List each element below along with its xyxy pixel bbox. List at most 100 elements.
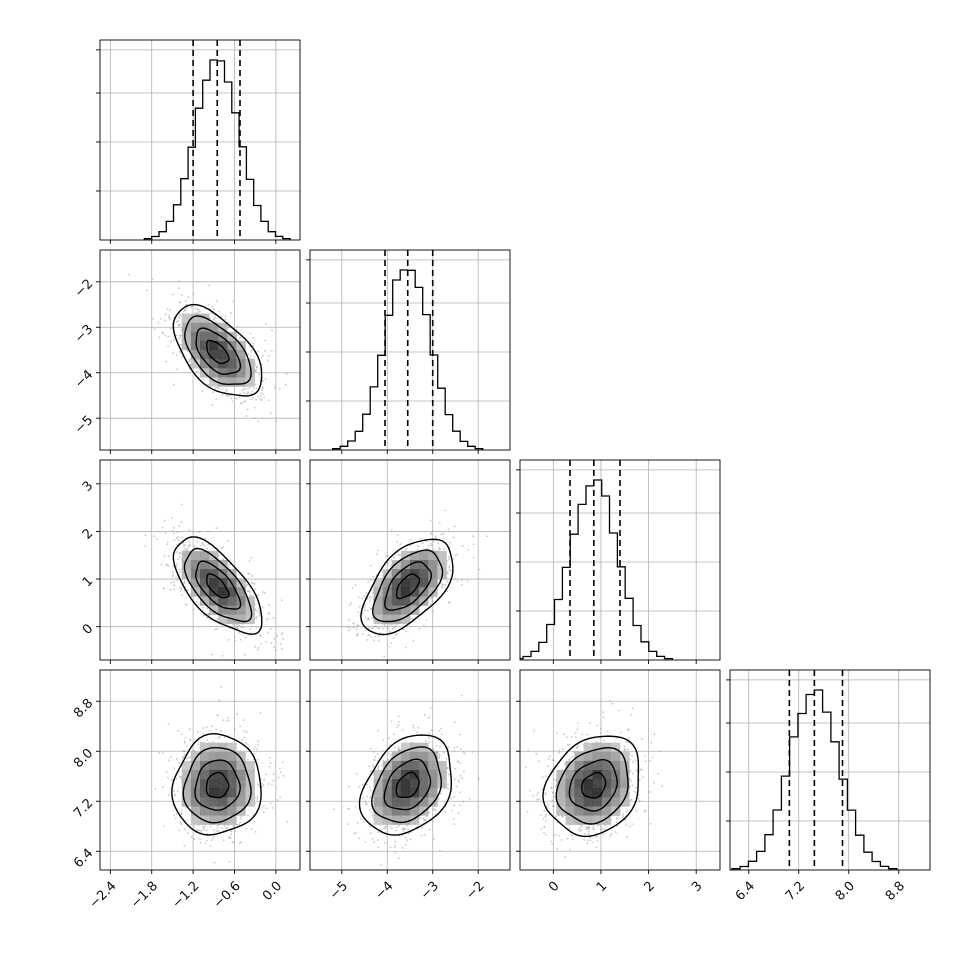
scatter-point bbox=[261, 386, 264, 389]
density-cell bbox=[391, 578, 402, 588]
scatter-point bbox=[358, 785, 361, 788]
scatter-point bbox=[203, 544, 206, 547]
scatter-point bbox=[421, 542, 424, 545]
scatter-point bbox=[405, 630, 407, 633]
scatter-point bbox=[269, 762, 272, 764]
density-cell bbox=[373, 596, 383, 606]
density-cell bbox=[236, 605, 246, 615]
density-cell bbox=[209, 569, 219, 579]
density-cell bbox=[218, 797, 228, 807]
density-cell bbox=[209, 560, 219, 570]
scatter-point bbox=[227, 639, 230, 641]
scatter-point bbox=[178, 525, 181, 528]
scatter-point bbox=[398, 824, 400, 827]
scatter-point bbox=[262, 811, 265, 814]
scatter-point bbox=[349, 604, 351, 607]
scatter-point bbox=[462, 751, 465, 753]
scatter-point bbox=[357, 611, 360, 613]
scatter-point bbox=[230, 830, 233, 833]
scatter-point bbox=[247, 743, 249, 746]
scatter-point bbox=[249, 398, 252, 401]
scatter-point bbox=[276, 635, 279, 638]
scatter-point bbox=[383, 625, 386, 628]
scatter-point bbox=[247, 814, 249, 817]
density-cell bbox=[209, 815, 219, 825]
scatter-point bbox=[217, 387, 220, 390]
scatter-point bbox=[431, 600, 433, 603]
scatter-point bbox=[454, 577, 457, 580]
scatter-point bbox=[386, 626, 389, 629]
scatter-point bbox=[173, 794, 176, 797]
scatter-point bbox=[182, 544, 185, 546]
density-cell bbox=[200, 751, 210, 762]
scatter-point bbox=[203, 614, 205, 617]
density-cell bbox=[419, 578, 429, 588]
density-cell bbox=[218, 368, 228, 378]
scatter-point bbox=[209, 825, 212, 828]
scatter-point bbox=[224, 315, 227, 318]
scatter-point bbox=[220, 547, 223, 549]
scatter-point bbox=[265, 323, 268, 326]
scatter-point bbox=[257, 350, 260, 353]
scatter-point bbox=[179, 323, 181, 326]
scatter-point bbox=[231, 400, 234, 403]
scatter-point bbox=[188, 756, 191, 759]
scatter-point bbox=[399, 543, 402, 545]
scatter-point bbox=[242, 730, 245, 732]
scatter-point bbox=[176, 579, 179, 581]
density-cell bbox=[400, 587, 411, 597]
scatter-point bbox=[193, 749, 196, 752]
scatter-point bbox=[169, 309, 171, 311]
scatter-point bbox=[429, 519, 432, 522]
scatter-point bbox=[251, 828, 254, 830]
scatter-point bbox=[422, 817, 424, 820]
scatter-point bbox=[250, 349, 253, 352]
density-cell bbox=[428, 560, 438, 570]
scatter-point bbox=[246, 583, 249, 586]
scatter-point bbox=[169, 588, 172, 591]
scatter-point bbox=[255, 398, 257, 401]
scatter-point bbox=[238, 842, 241, 845]
density-cell bbox=[200, 742, 210, 753]
scatter-point bbox=[377, 831, 379, 833]
scatter-point bbox=[369, 607, 372, 610]
scatter-point bbox=[181, 294, 183, 296]
scatter-panel-1-0: −5−4−3−2 bbox=[72, 249, 301, 454]
scatter-point bbox=[220, 685, 223, 688]
scatter-point bbox=[218, 830, 220, 832]
scatter-point bbox=[377, 729, 379, 732]
scatter-point bbox=[210, 312, 213, 314]
scatter-point bbox=[173, 588, 176, 591]
scatter-point bbox=[433, 549, 436, 551]
density-cell bbox=[382, 797, 393, 807]
scatter-point bbox=[168, 314, 170, 317]
density-cell bbox=[236, 797, 246, 807]
scatter-point bbox=[472, 556, 475, 559]
scatter-point bbox=[179, 314, 181, 317]
y-tick-label: 6.4 bbox=[71, 846, 96, 871]
scatter-point bbox=[255, 626, 258, 628]
scatter-point bbox=[170, 340, 173, 343]
scatter-point bbox=[245, 827, 248, 830]
scatter-point bbox=[184, 309, 187, 311]
scatter-point bbox=[425, 619, 428, 621]
scatter-point bbox=[185, 807, 187, 809]
density-cell bbox=[382, 614, 393, 624]
density-cell bbox=[236, 377, 246, 387]
density-cell bbox=[209, 359, 219, 369]
scatter-point bbox=[221, 394, 224, 396]
scatter-point bbox=[169, 327, 172, 330]
scatter-point bbox=[267, 399, 270, 402]
scatter-point bbox=[389, 825, 392, 828]
scatter-point bbox=[260, 392, 262, 394]
contour-line bbox=[172, 536, 263, 635]
x-tick-label: −0.6 bbox=[211, 879, 244, 912]
contour-line bbox=[395, 573, 421, 600]
scatter-point bbox=[179, 821, 182, 824]
histogram-panel-0 bbox=[96, 39, 301, 244]
scatter-point bbox=[190, 836, 193, 839]
density-cell bbox=[190, 815, 201, 825]
density-cell bbox=[419, 797, 429, 807]
y-tick-label: −2 bbox=[72, 276, 96, 300]
scatter-point bbox=[359, 817, 362, 820]
